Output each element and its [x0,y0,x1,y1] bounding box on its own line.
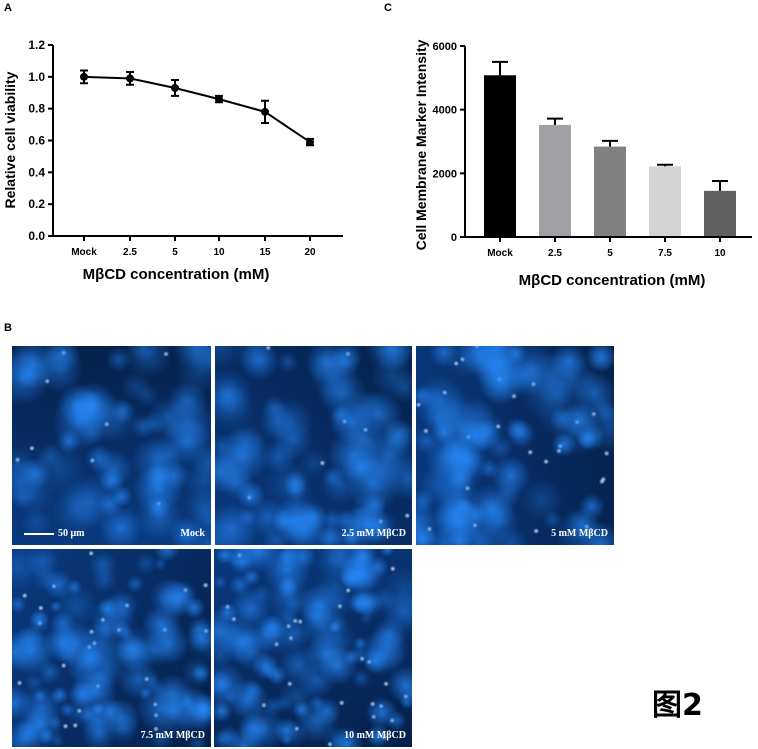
y-tick-label: 0.0 [28,229,45,243]
scale-bar [24,533,54,535]
bar [649,166,681,237]
viability-line-chart: 0.0 0.2 0.4 0.6 0.8 1.0 1.2 Mock 2.5 5 10 15 20 MβCD … [2,38,343,283]
error-bar [547,117,563,125]
x-tick-label: 10 [714,248,726,259]
x-tick-label: Mock [71,247,97,258]
micrograph-2-5mM: 2.5 mM MβCD [215,346,412,545]
y-tick-label: 0.8 [28,102,45,116]
data-point [261,107,269,116]
y-tick-label: 0.2 [28,197,45,211]
error-bar [712,179,728,191]
error-bar [657,163,673,167]
y-axis-title: Relative cell viability [2,71,18,208]
y-tick-label: 6000 [433,41,457,53]
bar [484,75,516,237]
data-point [215,95,223,104]
y-tick-label: 4000 [433,105,457,117]
data-point [80,72,88,81]
x-tick-label: 20 [304,247,316,258]
x-tick-label: 15 [259,247,271,258]
bar [594,146,626,237]
intensity-bar-chart: 0 2000 4000 6000 Mock 2.5 5 7.5 10 MβCD concentra… [413,39,752,289]
x-axis-title: MβCD concentration (mM) [83,266,270,283]
y-axis-title: Cell Membrane Marker Intensity [413,39,429,250]
error-bar [602,139,618,147]
panel-letter-c: C [384,2,392,14]
y-tick-label: 0 [451,232,457,244]
x-tick-label: 5 [607,248,613,259]
data-point [171,83,179,92]
x-tick-label: 2.5 [548,248,562,259]
micrograph-label: 7.5 mM MβCD [140,730,205,741]
y-tick-label: 2000 [433,168,457,180]
figure-label: 图2 [652,688,703,723]
panel-letter-b: B [4,322,12,334]
micrograph-10mM: 10 mM MβCD [214,549,412,747]
x-tick-label: 7.5 [658,248,672,259]
micrograph-label: 5 mM MβCD [551,528,608,539]
data-point [126,74,134,83]
y-tick-label: 1.0 [28,70,45,84]
micrograph-7-5mM: 7.5 mM MβCD [12,549,211,747]
error-bar [492,60,508,76]
micrograph-label: 10 mM MβCD [344,730,406,741]
series-line [83,75,311,143]
x-tick-label: Mock [487,248,513,259]
scale-bar-label: 50 μm [58,528,85,539]
x-axis-title: MβCD concentration (mM) [519,272,706,289]
y-tick-label: 0.6 [28,134,45,148]
bar [704,190,736,237]
micrograph-label: 2.5 mM MβCD [341,528,406,539]
y-tick-label: 0.4 [28,165,45,179]
data-point [306,138,314,147]
micrograph-label: Mock [180,528,205,539]
bar [539,124,571,237]
y-tick-label: 1.2 [28,38,45,52]
micrograph-5mM: 5 mM MβCD [416,346,614,545]
micrograph-mock: 50 μm Mock [12,346,211,545]
x-tick-label: 2.5 [123,247,137,258]
x-tick-label: 5 [172,247,178,258]
panel-letter-a: A [4,2,12,14]
x-tick-label: 10 [213,247,225,258]
